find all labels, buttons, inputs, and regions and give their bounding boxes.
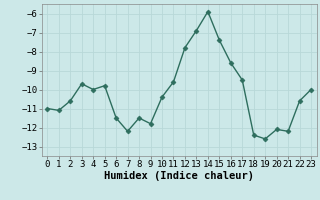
X-axis label: Humidex (Indice chaleur): Humidex (Indice chaleur)	[104, 171, 254, 181]
